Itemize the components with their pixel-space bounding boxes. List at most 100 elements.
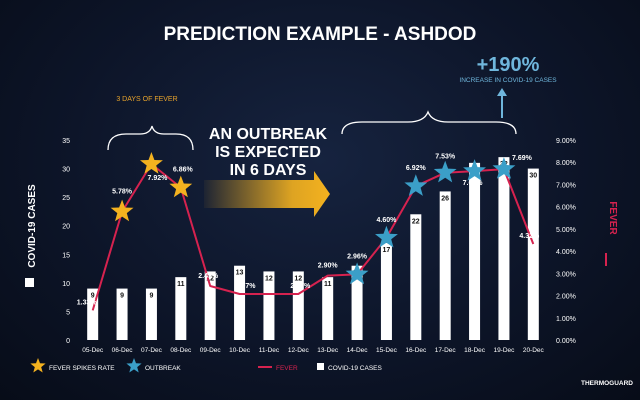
x-tick-label: 16-Dec [405,347,427,354]
fever-value-label: 6.92% [406,165,427,172]
outbreak-arrow: AN OUTBREAK IS EXPECTED IN 6 DAYS [204,126,330,217]
brand-logo-text: THERMOGUARD [581,380,633,387]
stars-layer [110,152,516,285]
fever-value-label: 1.33% [77,299,98,306]
x-tick-label: 05-Dec [82,347,104,354]
outbreak-star [492,157,516,179]
x-tick-label: 08-Dec [170,347,192,354]
bar [351,265,363,340]
fever-value-label: 7.69% [512,155,533,162]
bar-value-label: 9 [91,293,95,300]
y-left-tick-label: 15 [62,252,70,259]
bar [145,288,157,340]
fever-value-label: 4.60% [377,217,398,224]
y-right-tick-label: 3.00% [556,271,576,278]
legend-star-shape [30,358,46,373]
bar-value-label: 17 [383,247,391,254]
highlight-value: +190% [477,54,540,76]
bar-value-label: 12 [265,275,273,282]
x-tick-label: 12-Dec [288,347,310,354]
bar [469,162,481,340]
legend-outbreak-icon [126,358,142,373]
y-right-tick-label: 4.00% [556,249,576,256]
y-right-tick-label: 0.00% [556,338,576,345]
bar [116,288,128,340]
x-tick-label: 18-Dec [464,347,486,354]
outbreak-star [463,159,486,181]
y-axis-right: 0.00% 1.00% 2.00% 3.00% 4.00% 5.00% 6.00% 7.00%… [556,138,576,345]
arrow-text-line-3: IN 6 DAYS [230,162,307,179]
highlight-up-arrow [497,88,507,118]
x-tick-label: 09-Dec [200,347,222,354]
bar-value-label: 11 [177,281,185,288]
highlight-caption: INCREASE IN COVID-19 CASES [459,77,557,84]
bar [234,265,246,340]
x-tick-label: 17-Dec [435,347,457,354]
bar-value-label: 22 [412,218,420,225]
x-tick-label: 19-Dec [493,347,515,354]
y-left-tick-label: 30 [62,167,70,174]
legend-cases-label: COVID-19 CASES [328,365,382,372]
bars-layer [87,157,539,340]
chart-title: PREDICTION EXAMPLE - ASHDOD [164,24,477,45]
y-right-tick-label: 2.00% [556,294,576,301]
x-tick-label: 11-Dec [259,347,280,354]
y-left-tick-label: 20 [62,224,70,231]
bar-value-label: 12 [206,275,214,282]
bar [87,288,99,340]
bar [410,214,422,340]
y-left-tick-label: 25 [62,195,70,202]
left-axis-legend-swatch [25,278,34,287]
fever-spike-star [140,152,163,174]
arrow-text-line-1: AN OUTBREAK [209,126,328,143]
y-right-tick-label: 9.00% [556,138,576,145]
fever-value-label: 7.60% [463,180,484,187]
bar-value-label: 9 [149,293,153,300]
fever-value-label: 2.43% [198,273,219,280]
y-axis-left: 0 5 10 15 20 25 30 35 [62,138,70,345]
y-axis-right-label: FEVER [607,201,618,235]
y-left-tick-label: 10 [62,281,70,288]
x-tick-label: 06-Dec [112,347,134,354]
y-right-tick-label: 8.00% [556,160,576,167]
fever-value-label: 4.32% [519,233,540,240]
x-axis: 05-Dec 06-Dec 07-Dec 08-Dec 09-Dec 10-Dec 11-D… [82,347,544,354]
fever-spike-star [169,175,193,198]
bar-value-label: 12 [294,275,302,282]
fever-labels-layer: 1.33% 5.78% 7.92% 6.86% 2.43% 2.07% 2.07% 2.90%… [77,154,540,307]
fever-value-label: 7.92% [148,175,169,182]
bar [204,271,216,340]
legend-outbreak-label: OUTBREAK [145,365,181,372]
x-tick-label: 14-Dec [347,347,369,354]
legend-fever-label: FEVER [276,365,298,372]
arrow-text-line-2: IS EXPECTED [215,144,321,161]
outbreak-star [433,160,457,183]
x-tick-label: 07-Dec [141,347,163,354]
fever-value-label: 6.86% [173,167,194,174]
y-axis-left-label: COVID-19 CASES [27,184,38,268]
bar [380,242,392,340]
fever-value-label: 2.96% [347,253,368,260]
legend-fever-spikes-icon [30,358,46,373]
bar-value-label: 13 [236,270,244,277]
x-tick-label: 10-Dec [229,347,251,354]
y-right-tick-label: 7.00% [556,182,576,189]
bar [322,277,334,340]
legend-fever-spikes-label: FEVER SPIKES RATE [49,365,115,372]
outbreak-star [375,225,398,248]
bar [263,271,275,340]
outbreak-star [404,174,428,196]
y-right-tick-label: 1.00% [556,316,576,323]
fever-value-label: 2.90% [318,263,339,270]
bar [439,191,451,340]
y-right-tick-label: 6.00% [556,205,576,212]
y-left-tick-label: 35 [62,138,70,145]
fever-value-label: 2.07% [290,283,311,290]
bar [175,277,187,340]
bar-value-label: 9 [120,293,124,300]
x-tick-label: 13-Dec [317,347,339,354]
y-left-tick-label: 0 [66,338,70,345]
y-right-tick-label: 5.00% [556,227,576,234]
fever-series-line [91,163,535,311]
